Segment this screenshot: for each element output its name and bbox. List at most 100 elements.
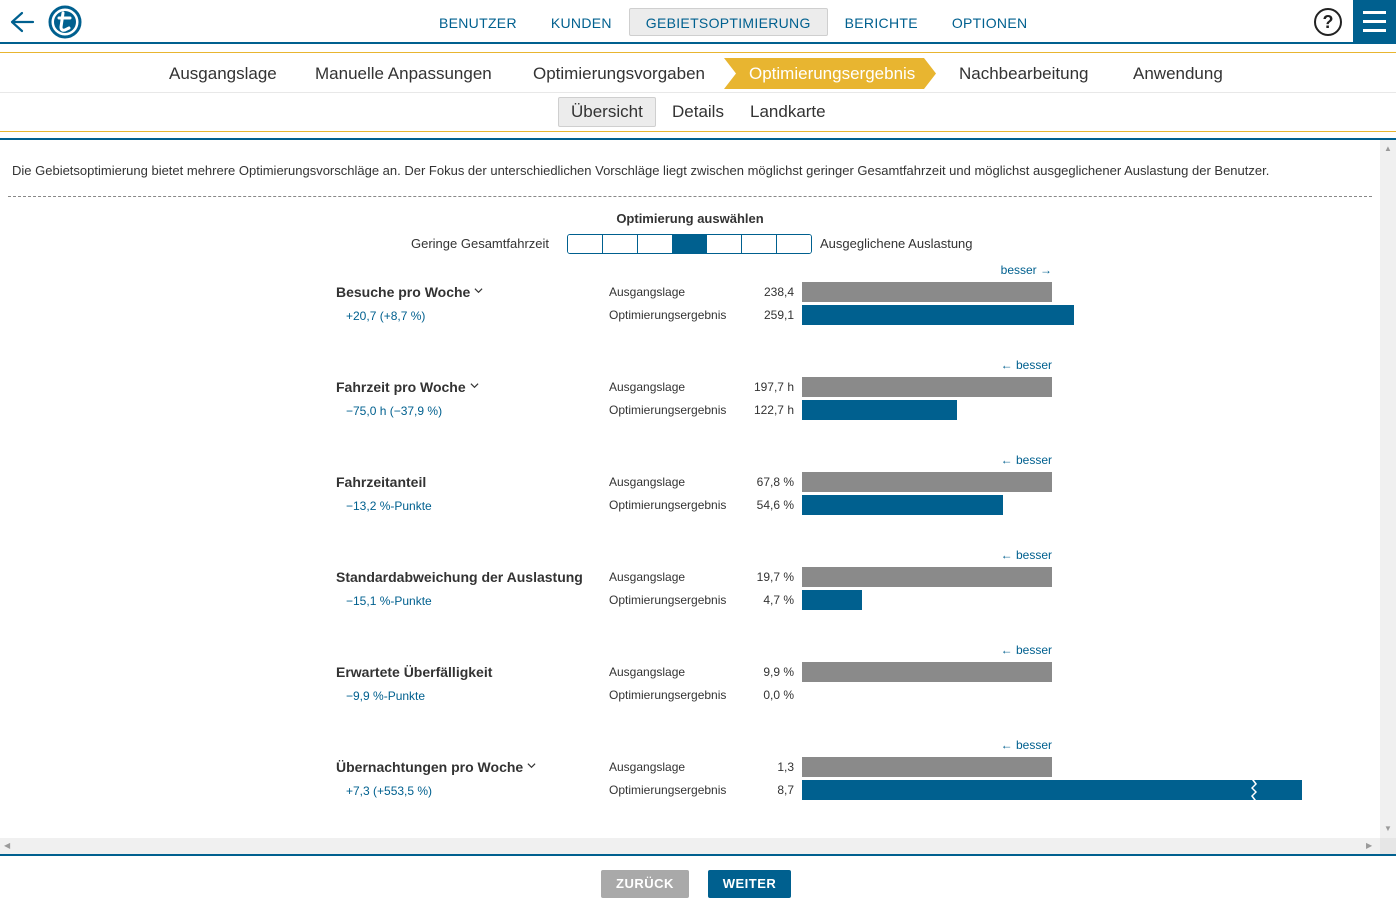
metric-block: Übernachtungen pro Woche +7,3 (+553,5 %) ←… bbox=[0, 738, 1380, 838]
hamburger-menu-icon[interactable] bbox=[1353, 0, 1396, 44]
header-separator bbox=[0, 138, 1396, 140]
selector-segment-5[interactable] bbox=[707, 235, 743, 253]
metric-name-label: Besuche pro Woche bbox=[336, 284, 471, 300]
result-label: Optimierungsergebnis bbox=[609, 498, 727, 512]
tab-1[interactable]: Übersicht bbox=[558, 97, 656, 127]
intro-text: Die Gebietsoptimierung bietet mehrere Op… bbox=[12, 163, 1270, 178]
better-direction-hint: ← besser bbox=[1000, 453, 1052, 467]
result-bar bbox=[802, 780, 1302, 800]
back-button[interactable]: ZURÜCK bbox=[601, 870, 689, 898]
vertical-scrollbar[interactable]: ▲ ▼ bbox=[1380, 140, 1396, 838]
chevron-down-icon[interactable] bbox=[470, 381, 479, 390]
selector-segment-7[interactable] bbox=[777, 235, 811, 253]
back-arrow-icon[interactable] bbox=[8, 9, 36, 35]
metric-name-label: Fahrzeit pro Woche bbox=[336, 379, 466, 395]
baseline-value: 1,3 bbox=[777, 760, 794, 774]
better-direction-hint: ← besser bbox=[1000, 358, 1052, 372]
selector-right-label: Ausgeglichene Auslastung bbox=[820, 236, 973, 251]
scroll-left-icon[interactable]: ◀ bbox=[4, 841, 11, 850]
selector-segment-6[interactable] bbox=[742, 235, 778, 253]
selector-segment-4[interactable] bbox=[672, 235, 708, 253]
metric-block: Erwartete Überfälligkeit −9,9 %-Punkte ← b… bbox=[0, 643, 1380, 745]
result-value: 122,7 h bbox=[753, 403, 794, 417]
metric-name: Übernachtungen pro Woche bbox=[336, 759, 536, 775]
nav-item-gebietsoptimierung[interactable]: GEBIETSOPTIMIERUNG bbox=[628, 8, 828, 36]
tab-2[interactable]: Details bbox=[672, 102, 724, 121]
result-value: 4,7 % bbox=[763, 593, 794, 607]
better-direction-hint: besser → bbox=[1000, 263, 1052, 277]
result-label: Optimierungsergebnis bbox=[609, 783, 727, 797]
baseline-label: Ausgangslage bbox=[609, 760, 686, 774]
result-value: 8,7 bbox=[777, 783, 794, 797]
metric-delta: +20,7 (+8,7 %) bbox=[346, 309, 426, 323]
metric-delta: −9,9 %-Punkte bbox=[346, 689, 426, 703]
metric-name-label: Standardabweichung der Auslastung bbox=[336, 569, 583, 585]
step-6[interactable]: Anwendung bbox=[1133, 64, 1223, 83]
baseline-label: Ausgangslage bbox=[609, 665, 686, 679]
optimization-selector[interactable] bbox=[567, 234, 812, 254]
metric-delta: −75,0 h (−37,9 %) bbox=[346, 404, 443, 418]
result-bar bbox=[802, 400, 957, 420]
app-logo-icon bbox=[48, 5, 82, 39]
result-value: 54,6 % bbox=[756, 498, 794, 512]
results-overview: Die Gebietsoptimierung bietet mehrere Op… bbox=[0, 140, 1380, 838]
nav-item-benutzer[interactable]: BENUTZER bbox=[439, 15, 517, 31]
help-icon[interactable]: ? bbox=[1314, 8, 1342, 36]
result-bar bbox=[802, 305, 1074, 325]
scroll-up-icon[interactable]: ▲ bbox=[1384, 144, 1392, 153]
result-value: 259,1 bbox=[763, 308, 794, 322]
nav-item-optionen[interactable]: OPTIONEN bbox=[951, 15, 1028, 31]
chevron-down-icon[interactable] bbox=[474, 286, 483, 295]
top-bar: BENUTZER KUNDEN GEBIETSOPTIMIERUNG BERICHTE… bbox=[0, 0, 1396, 44]
tab-3[interactable]: Landkarte bbox=[750, 102, 826, 121]
baseline-bar bbox=[802, 377, 1052, 397]
step-2[interactable]: Manuelle Anpassungen bbox=[315, 64, 492, 83]
metric-block: Fahrzeit pro Woche −75,0 h (−37,9 %) ← bes… bbox=[0, 358, 1380, 460]
selector-segment-3[interactable] bbox=[637, 235, 673, 253]
baseline-bar bbox=[802, 757, 1052, 777]
baseline-bar bbox=[802, 662, 1052, 682]
baseline-label: Ausgangslage bbox=[609, 570, 686, 584]
step-1[interactable]: Ausgangslage bbox=[169, 64, 277, 83]
step-3[interactable]: Optimierungsvorgaben bbox=[533, 64, 705, 83]
baseline-bar bbox=[802, 282, 1052, 302]
horizontal-scrollbar[interactable]: ◀ ▶ bbox=[0, 838, 1380, 854]
active-step-arrow bbox=[724, 58, 936, 89]
nav-item-berichte[interactable]: BERICHTE bbox=[844, 15, 918, 31]
scrollbar-corner bbox=[1380, 838, 1396, 854]
better-direction-hint: ← besser bbox=[1000, 548, 1052, 562]
metric-name: Fahrzeitanteil bbox=[336, 474, 426, 490]
result-value: 0,0 % bbox=[763, 688, 794, 702]
scroll-right-icon[interactable]: ▶ bbox=[1366, 841, 1373, 850]
axis-break-icon bbox=[1251, 780, 1257, 800]
better-direction-hint: ← besser bbox=[1000, 738, 1052, 752]
baseline-value: 197,7 h bbox=[753, 380, 794, 394]
metric-block: Standardabweichung der Auslastung −15,1 %… bbox=[0, 548, 1380, 650]
baseline-label: Ausgangslage bbox=[609, 285, 686, 299]
selector-segment-1[interactable] bbox=[568, 235, 603, 253]
chevron-down-icon[interactable] bbox=[527, 761, 536, 770]
metric-block: Fahrzeitanteil −13,2 %-Punkte ← besser Ausg… bbox=[0, 453, 1380, 555]
dashed-divider bbox=[8, 196, 1372, 197]
metric-delta: −13,2 %-Punkte bbox=[346, 499, 432, 513]
metric-block: Besuche pro Woche +20,7 (+8,7 %) besser → A… bbox=[0, 263, 1380, 365]
baseline-bar bbox=[802, 472, 1052, 492]
baseline-label: Ausgangslage bbox=[609, 475, 686, 489]
result-bar bbox=[802, 590, 862, 610]
metric-name-label: Fahrzeitanteil bbox=[336, 474, 427, 490]
selector-segment-2[interactable] bbox=[602, 235, 638, 253]
next-button[interactable]: WEITER bbox=[708, 870, 791, 898]
baseline-label: Ausgangslage bbox=[609, 380, 686, 394]
main-nav: BENUTZER KUNDEN GEBIETSOPTIMIERUNG BERICHTE… bbox=[422, 8, 1044, 36]
step-5[interactable]: Nachbearbeitung bbox=[959, 64, 1089, 83]
baseline-value: 9,9 % bbox=[763, 665, 794, 679]
scroll-down-icon[interactable]: ▼ bbox=[1384, 824, 1392, 833]
result-bar bbox=[802, 495, 1003, 515]
nav-item-kunden[interactable]: KUNDEN bbox=[550, 15, 612, 31]
step-4[interactable]: Optimierungsergebnis bbox=[749, 64, 916, 83]
baseline-value: 238,4 bbox=[763, 285, 794, 299]
metric-name: Standardabweichung der Auslastung bbox=[336, 569, 583, 585]
metric-name-label: Übernachtungen pro Woche bbox=[336, 759, 524, 775]
footer-bar: ZURÜCK WEITER bbox=[0, 854, 1396, 906]
result-label: Optimierungsergebnis bbox=[609, 688, 727, 702]
